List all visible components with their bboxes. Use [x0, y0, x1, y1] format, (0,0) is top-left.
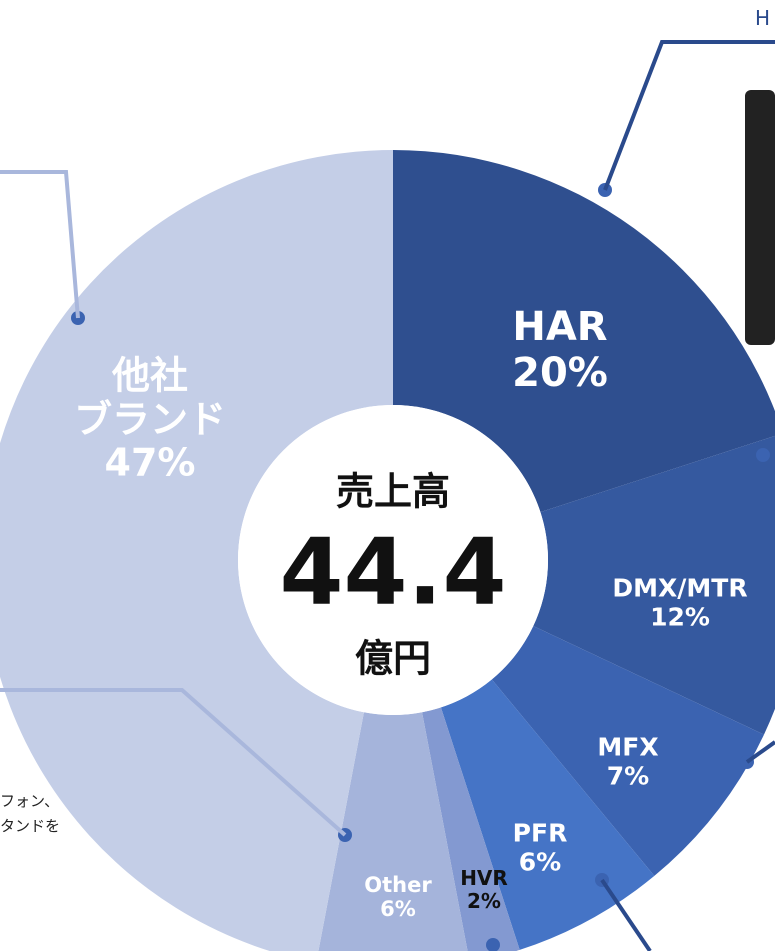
category-label: 他社 ブランド: [73, 353, 227, 442]
donut-hole: [238, 405, 548, 715]
annotation: フォン、: [0, 792, 60, 810]
category-label: PFR: [512, 818, 568, 848]
category-label: MFX: [597, 732, 659, 762]
pie-slice: [491, 625, 764, 876]
slice-label: 他社 ブランド 47%: [74, 354, 226, 485]
callouts: [0, 40, 775, 951]
pie-slice: [393, 150, 775, 513]
slice-label: HAR 20%: [512, 304, 608, 396]
value-label: 6%: [518, 847, 562, 876]
value-label: 6%: [380, 897, 416, 921]
center-unit: 億円: [354, 636, 432, 681]
callout-line: [745, 740, 775, 764]
category-label: DMX/MTR: [612, 573, 748, 603]
category-label: HAR: [512, 304, 608, 350]
slice-label: DMX/MTR 12%: [612, 573, 748, 632]
callout-dot: [486, 938, 500, 951]
center-value: 44.4: [279, 518, 507, 626]
category-label: Other: [364, 872, 432, 897]
pie: [0, 150, 775, 951]
callout-line: [600, 878, 652, 951]
callout-line: [0, 688, 347, 837]
pie-slice: [533, 435, 775, 735]
slice-label: PFR 6%: [512, 818, 568, 877]
slice-label: Other 6%: [364, 873, 431, 921]
center-label: 売上高: [335, 469, 451, 514]
value-label: 47%: [104, 440, 196, 485]
value-label: 7%: [606, 761, 650, 790]
callout-line: [0, 170, 80, 319]
value-label: 20%: [512, 350, 608, 396]
slice-label: HVR 2%: [460, 867, 508, 913]
callout-dot: [756, 448, 770, 462]
category-label: HVR: [460, 866, 508, 890]
pie-slice: [422, 707, 520, 951]
annotation: H: [755, 6, 771, 30]
annotation: タンドを: [0, 817, 61, 835]
slice-label: MFX 7%: [597, 732, 659, 791]
value-label: 2%: [467, 889, 501, 913]
callout-line: [603, 40, 775, 191]
product-image: [745, 90, 775, 345]
pie-slice: [0, 150, 393, 951]
pie-slice: [318, 712, 468, 951]
value-label: 12%: [650, 602, 710, 631]
